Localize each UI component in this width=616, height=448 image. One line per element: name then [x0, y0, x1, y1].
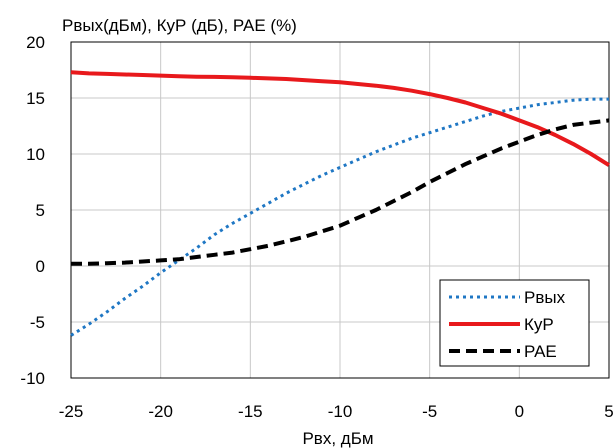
- x-tick-label: -20: [148, 402, 173, 421]
- x-tick-label: -15: [238, 402, 263, 421]
- tick-labels: -25 -20 -15 -10 -5 0 5 -10 -5 0 5 10 15 20: [20, 33, 613, 421]
- y-tick-label: 15: [26, 89, 45, 108]
- legend-label-Рвых: Рвых: [524, 288, 566, 307]
- legend-label-КуР: КуР: [524, 315, 554, 334]
- y-tick-label: -10: [20, 369, 45, 388]
- series-layer: [70, 70, 611, 337]
- legend-label-PAE: PAE: [524, 342, 557, 361]
- series-line-КуР: [70, 70, 611, 167]
- x-tick-label: 0: [515, 402, 524, 421]
- y-tick-label: 20: [26, 33, 45, 52]
- x-tick-label: -25: [59, 402, 84, 421]
- series-line-PAE: [71, 118, 610, 266]
- x-axis-label: Рвх, дБм: [302, 429, 373, 448]
- x-tick-label: 5: [604, 402, 613, 421]
- y-tick-label: 0: [36, 257, 45, 276]
- x-tick-label: -10: [328, 402, 353, 421]
- y-tick-label: 10: [26, 145, 45, 164]
- plot-frame: [70, 41, 610, 379]
- series-line-Рвых: [70, 97, 609, 337]
- x-tick-label: -5: [422, 402, 437, 421]
- legend: Рвых КуР PAE: [439, 279, 590, 367]
- y-tick-label: -5: [30, 313, 45, 332]
- y-axis-label: Рвых(дБм), КуР (дБ), PAE (%): [62, 16, 297, 35]
- y-tick-label: 5: [36, 201, 45, 220]
